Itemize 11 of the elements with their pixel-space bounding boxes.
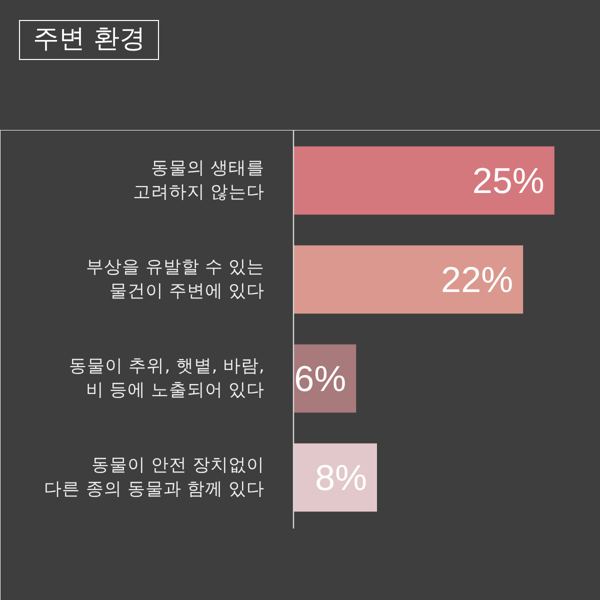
data-label: 6% [294, 358, 346, 400]
bar [294, 146, 554, 215]
y-tick-label: 부상을 유발할 수 있는 물건이 주변에 있다 [86, 258, 265, 302]
chart-title: 주변 환경 [19, 20, 160, 60]
data-label: 22% [441, 259, 514, 300]
data-label: 25% [472, 160, 544, 201]
bar [294, 443, 377, 512]
bar [294, 245, 524, 314]
y-tick-label: 동물의 생태를 고려하지 않는다 [132, 158, 265, 202]
y-tick-label: 동물이 안전 장치없이 다른 종의 동물과 함께 있다 [44, 456, 265, 500]
y-tick-label: 동물이 추위, 햇볕, 바람, 비 등에 노출되어 있다 [69, 356, 265, 401]
